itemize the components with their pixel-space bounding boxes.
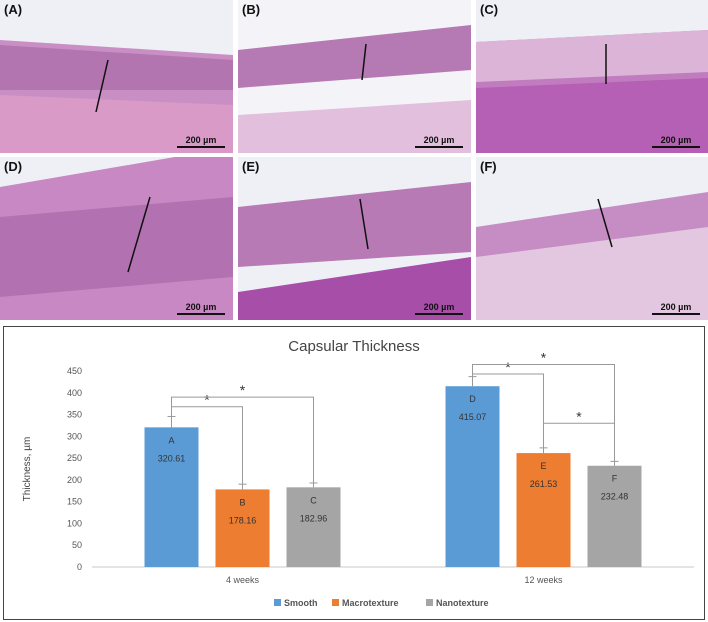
tissue-image-a — [0, 0, 233, 153]
bar-letter-label: F — [612, 474, 618, 484]
bar-letter-label: A — [168, 435, 174, 445]
significance-star: * — [204, 392, 210, 408]
x-tick-label: 4 weeks — [226, 575, 260, 585]
scale-bar: 200 µm — [177, 135, 225, 148]
legend-swatch — [426, 599, 433, 606]
chart-title: Capsular Thickness — [288, 338, 419, 355]
bar-letter-label: D — [469, 394, 476, 404]
bar — [144, 427, 199, 567]
histology-panel-d: (D) 200 µm — [0, 157, 233, 320]
y-tick-label: 250 — [67, 453, 82, 463]
histology-panel-c: (C) 200 µm — [476, 0, 708, 153]
significance-bracket — [472, 363, 615, 462]
tissue-image-f — [476, 157, 708, 320]
scale-bar: 200 µm — [415, 302, 463, 315]
capsular-thickness-chart: Capsular Thickness Thickness, µm 0 50 100 150… — [3, 326, 705, 620]
y-tick-label: 400 — [67, 388, 82, 398]
bar — [445, 386, 500, 567]
panel-label: (B) — [242, 2, 261, 17]
legend-swatch — [332, 599, 339, 606]
significance-star: * — [576, 408, 582, 424]
legend-label: Macrotexture — [342, 598, 399, 608]
tissue-image-e — [238, 157, 471, 320]
scale-bar: 200 µm — [415, 135, 463, 148]
thickness-arrow — [361, 43, 367, 81]
tissue-image-c — [476, 0, 708, 153]
scale-bar: 200 µm — [177, 302, 225, 315]
thickness-arrow — [359, 198, 369, 250]
histology-panel-b: (B) 200 µm — [238, 0, 471, 153]
y-tick-label: 300 — [67, 431, 82, 441]
legend-label: Smooth — [284, 598, 318, 608]
bar-value-label: 261.53 — [530, 479, 558, 489]
tissue-image-d — [0, 157, 233, 320]
histology-panel-a: (A) 200 µm — [0, 0, 233, 153]
y-tick-label: 200 — [67, 475, 82, 485]
bar-letter-label: B — [239, 497, 245, 507]
bar-value-label: 182.96 — [300, 513, 328, 523]
chart-svg: Capsular Thickness Thickness, µm 0 50 100 150… — [22, 338, 694, 608]
bar-value-label: 178.16 — [229, 515, 257, 525]
panel-label: (D) — [4, 159, 23, 174]
y-tick-label: 0 — [77, 562, 82, 572]
legend-swatch — [274, 599, 281, 606]
significance-bracket — [171, 396, 314, 483]
y-tick-label: 350 — [67, 410, 82, 420]
x-tick-label: 12 weeks — [524, 575, 563, 585]
bar-value-label: 415.07 — [459, 412, 487, 422]
tissue-image-b — [238, 0, 471, 153]
significance-star: * — [541, 349, 547, 365]
panel-label: (E) — [242, 159, 260, 174]
panel-label: (C) — [480, 2, 499, 17]
thickness-arrow — [127, 196, 151, 273]
scale-bar: 200 µm — [652, 135, 700, 148]
bar — [516, 453, 571, 567]
bar-value-label: 320.61 — [158, 453, 186, 463]
y-tick-label: 150 — [67, 497, 82, 507]
bar — [286, 487, 341, 567]
panel-label: (A) — [4, 2, 23, 17]
legend-label: Nanotexture — [436, 598, 489, 608]
histology-panel-f: (F) 200 µm — [476, 157, 708, 320]
bar-letter-label: E — [540, 461, 546, 471]
significance-star: * — [505, 359, 511, 375]
scale-bar: 200 µm — [652, 302, 700, 315]
bar-value-label: 232.48 — [601, 492, 629, 502]
y-axis-label: Thickness, µm — [22, 437, 33, 502]
bar — [215, 489, 270, 567]
y-tick-label: 50 — [72, 540, 82, 550]
bar — [587, 465, 642, 567]
bar-letter-label: C — [310, 495, 317, 505]
significance-bracket — [543, 422, 615, 462]
thickness-arrow — [95, 59, 109, 113]
thickness-arrow — [597, 198, 613, 248]
y-tick-label: 100 — [67, 518, 82, 528]
panel-label: (F) — [480, 159, 497, 174]
significance-star: * — [240, 382, 246, 398]
y-tick-label: 450 — [67, 366, 82, 376]
histology-panel-e: (E) 200 µm — [238, 157, 471, 320]
